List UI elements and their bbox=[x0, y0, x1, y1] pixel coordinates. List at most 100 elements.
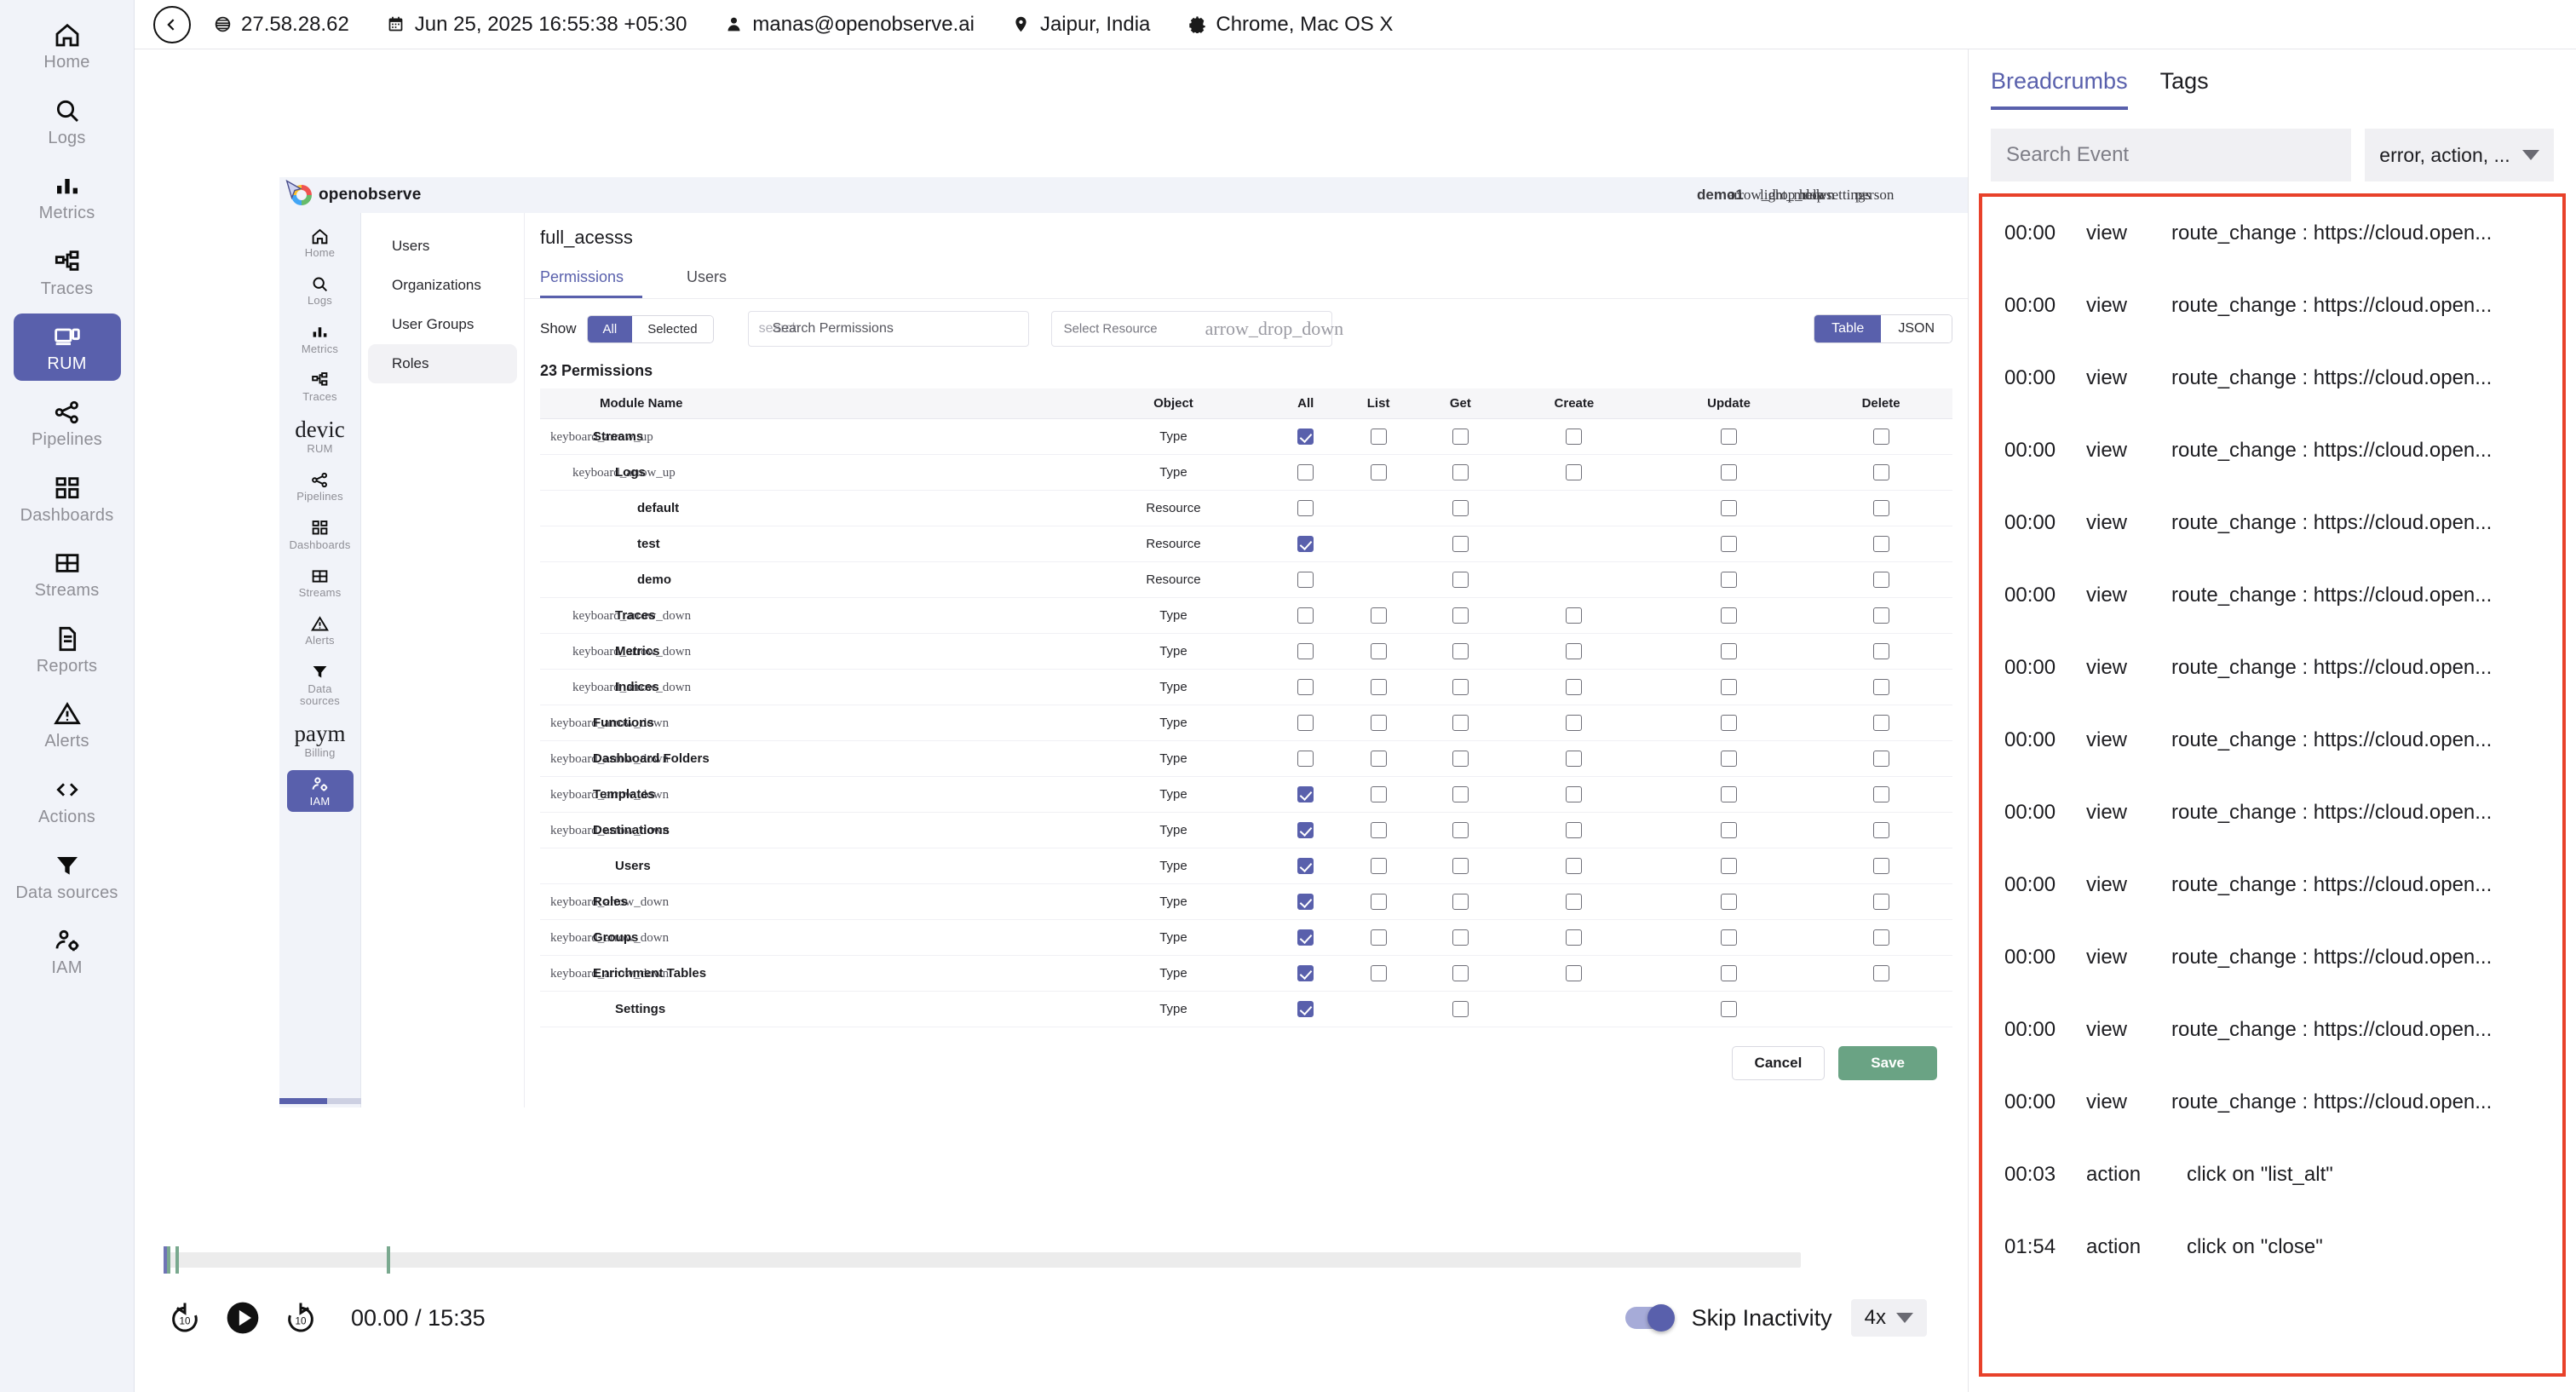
iam-subnav-roles[interactable]: Roles bbox=[368, 344, 517, 383]
checkbox-get[interactable] bbox=[1452, 679, 1469, 695]
permission-cell[interactable] bbox=[1809, 597, 1952, 634]
permission-cell[interactable] bbox=[1647, 526, 1810, 562]
permission-cell[interactable] bbox=[1336, 669, 1421, 705]
permission-cell[interactable] bbox=[1275, 597, 1337, 634]
breadcrumb-row[interactable]: 00:00 view route_change : https://cloud.… bbox=[1982, 631, 2562, 704]
checkbox-create[interactable] bbox=[1566, 894, 1583, 910]
checkbox-get[interactable] bbox=[1452, 607, 1469, 624]
replay-sidebar-item-pipelines[interactable]: Pipelines bbox=[287, 465, 354, 507]
permission-cell[interactable] bbox=[1809, 812, 1952, 848]
checkbox-delete[interactable] bbox=[1872, 643, 1889, 659]
permission-cell[interactable] bbox=[1420, 883, 1500, 920]
checkbox-all[interactable] bbox=[1297, 500, 1314, 516]
table-row[interactable]: keyboard_arrow_down Groups Type bbox=[540, 919, 1952, 956]
checkbox-all[interactable] bbox=[1297, 894, 1314, 910]
checkbox-update[interactable] bbox=[1721, 643, 1738, 659]
search-permissions-input[interactable]: search Search Permissions bbox=[747, 311, 1029, 347]
replay-sidebar-item-logs[interactable]: Logs bbox=[287, 269, 354, 311]
permission-cell[interactable] bbox=[1420, 812, 1500, 848]
permission-cell[interactable] bbox=[1499, 705, 1648, 741]
sidebar-item-iam[interactable]: IAM bbox=[14, 917, 121, 985]
iam-subnav-users[interactable]: Users bbox=[368, 227, 517, 266]
breadcrumb-row[interactable]: 00:00 view route_change : https://cloud.… bbox=[1982, 269, 2562, 342]
tab-breadcrumbs[interactable]: Breadcrumbs bbox=[1991, 68, 2128, 110]
search-event-input[interactable]: Search Event bbox=[1991, 129, 2351, 181]
checkbox-all[interactable] bbox=[1297, 858, 1314, 874]
replay-sidebar-item-dashboards[interactable]: Dashboards bbox=[287, 514, 354, 555]
event-type-filter-dropdown[interactable]: error, action, ... bbox=[2365, 129, 2554, 181]
permission-cell[interactable] bbox=[1647, 955, 1810, 992]
permission-cell[interactable] bbox=[1275, 955, 1337, 992]
expand-collapse-ligature-icon[interactable]: keyboard_arrow_down bbox=[550, 930, 670, 945]
checkbox-create[interactable] bbox=[1566, 429, 1583, 445]
expand-collapse-ligature-icon[interactable]: keyboard_arrow_down bbox=[550, 823, 670, 837]
checkbox-all[interactable] bbox=[1297, 572, 1314, 588]
checkbox-update[interactable] bbox=[1721, 464, 1738, 480]
role-tab-permissions[interactable]: Permissions bbox=[540, 261, 643, 298]
checkbox-update[interactable] bbox=[1721, 965, 1738, 981]
replay-sidebar-item-alerts[interactable]: Alerts bbox=[287, 609, 354, 651]
permission-cell[interactable] bbox=[1336, 418, 1421, 455]
permission-cell[interactable] bbox=[1420, 776, 1500, 813]
permission-cell[interactable] bbox=[1275, 454, 1337, 491]
checkbox-get[interactable] bbox=[1452, 464, 1469, 480]
sidebar-item-metrics[interactable]: Metrics bbox=[14, 163, 121, 230]
permission-cell[interactable] bbox=[1809, 454, 1952, 491]
checkbox-update[interactable] bbox=[1721, 929, 1738, 946]
breadcrumb-row[interactable]: 00:00 view route_change : https://cloud.… bbox=[1982, 197, 2562, 269]
settings-gear-icon[interactable]: settings bbox=[1826, 187, 1871, 203]
checkbox-all[interactable] bbox=[1297, 715, 1314, 731]
permission-cell[interactable] bbox=[1499, 418, 1648, 455]
timeline-event-marker[interactable] bbox=[175, 1246, 179, 1274]
sidebar-item-streams[interactable]: Streams bbox=[14, 540, 121, 607]
breadcrumb-row[interactable]: 00:00 view route_change : https://cloud.… bbox=[1982, 1066, 2562, 1138]
expand-collapse-ligature-icon[interactable]: keyboard_arrow_down bbox=[572, 680, 692, 694]
table-row[interactable]: keyboard_arrow_down Metrics Type bbox=[540, 633, 1952, 670]
checkbox-delete[interactable] bbox=[1872, 500, 1889, 516]
breadcrumb-row[interactable]: 00:00 view route_change : https://cloud.… bbox=[1982, 921, 2562, 993]
breadcrumbs-list[interactable]: 00:00 view route_change : https://cloud.… bbox=[1979, 193, 2566, 1377]
checkbox-delete[interactable] bbox=[1872, 572, 1889, 588]
expand-collapse-ligature-icon[interactable]: keyboard_arrow_down bbox=[550, 716, 670, 730]
show-option-all[interactable]: All bbox=[587, 315, 633, 342]
checkbox-delete[interactable] bbox=[1872, 858, 1889, 874]
expand-collapse-ligature-icon[interactable]: keyboard_arrow_down bbox=[550, 787, 670, 802]
permission-cell[interactable] bbox=[1275, 705, 1337, 741]
checkbox-create[interactable] bbox=[1566, 715, 1583, 731]
view-option-table[interactable]: Table bbox=[1814, 315, 1882, 342]
permission-cell[interactable] bbox=[1499, 848, 1648, 884]
expand-collapse-ligature-icon[interactable]: keyboard_arrow_down bbox=[572, 608, 692, 623]
expand-collapse-ligature-icon[interactable]: keyboard_arrow_up bbox=[572, 465, 676, 480]
replay-sidebar-scrollbar[interactable] bbox=[279, 1098, 361, 1104]
checkbox-create[interactable] bbox=[1566, 822, 1583, 838]
sidebar-item-actions[interactable]: Actions bbox=[14, 767, 121, 834]
checkbox-get[interactable] bbox=[1452, 858, 1469, 874]
checkbox-update[interactable] bbox=[1721, 1001, 1738, 1017]
table-row[interactable]: keyboard_arrow_down Enrichment Tables Typ… bbox=[540, 955, 1952, 992]
breadcrumb-row[interactable]: 00:00 view route_change : https://cloud.… bbox=[1982, 342, 2562, 414]
light-mode-icon[interactable]: light_mode bbox=[1760, 187, 1826, 203]
table-row[interactable]: demo Resource bbox=[540, 561, 1952, 598]
permission-cell[interactable] bbox=[1275, 418, 1337, 455]
permission-cell[interactable] bbox=[1275, 812, 1337, 848]
permission-cell[interactable] bbox=[1336, 776, 1421, 813]
permission-cell[interactable] bbox=[1809, 526, 1952, 562]
expand-collapse-ligature-icon[interactable]: keyboard_arrow_up bbox=[550, 429, 653, 444]
checkbox-delete[interactable] bbox=[1872, 965, 1889, 981]
skip-inactivity-toggle[interactable] bbox=[1624, 1304, 1675, 1332]
rewind-10-button[interactable]: 10 bbox=[165, 1298, 204, 1337]
replay-sidebar-item-billing[interactable]: paym Billing bbox=[287, 717, 354, 763]
sidebar-item-pipelines[interactable]: Pipelines bbox=[14, 389, 121, 457]
player-timeline[interactable] bbox=[164, 1246, 1801, 1274]
table-row[interactable]: test Resource bbox=[540, 526, 1952, 562]
permission-cell[interactable] bbox=[1809, 705, 1952, 741]
permission-cell[interactable] bbox=[1809, 561, 1952, 598]
cancel-button[interactable]: Cancel bbox=[1731, 1046, 1826, 1080]
checkbox-list[interactable] bbox=[1370, 786, 1387, 802]
sidebar-item-rum[interactable]: RUM bbox=[13, 313, 121, 381]
checkbox-list[interactable] bbox=[1370, 894, 1387, 910]
permission-cell[interactable] bbox=[1420, 848, 1500, 884]
table-row[interactable]: default Resource bbox=[540, 490, 1952, 526]
timeline-event-marker[interactable] bbox=[167, 1246, 170, 1274]
permission-cell[interactable] bbox=[1809, 848, 1952, 884]
